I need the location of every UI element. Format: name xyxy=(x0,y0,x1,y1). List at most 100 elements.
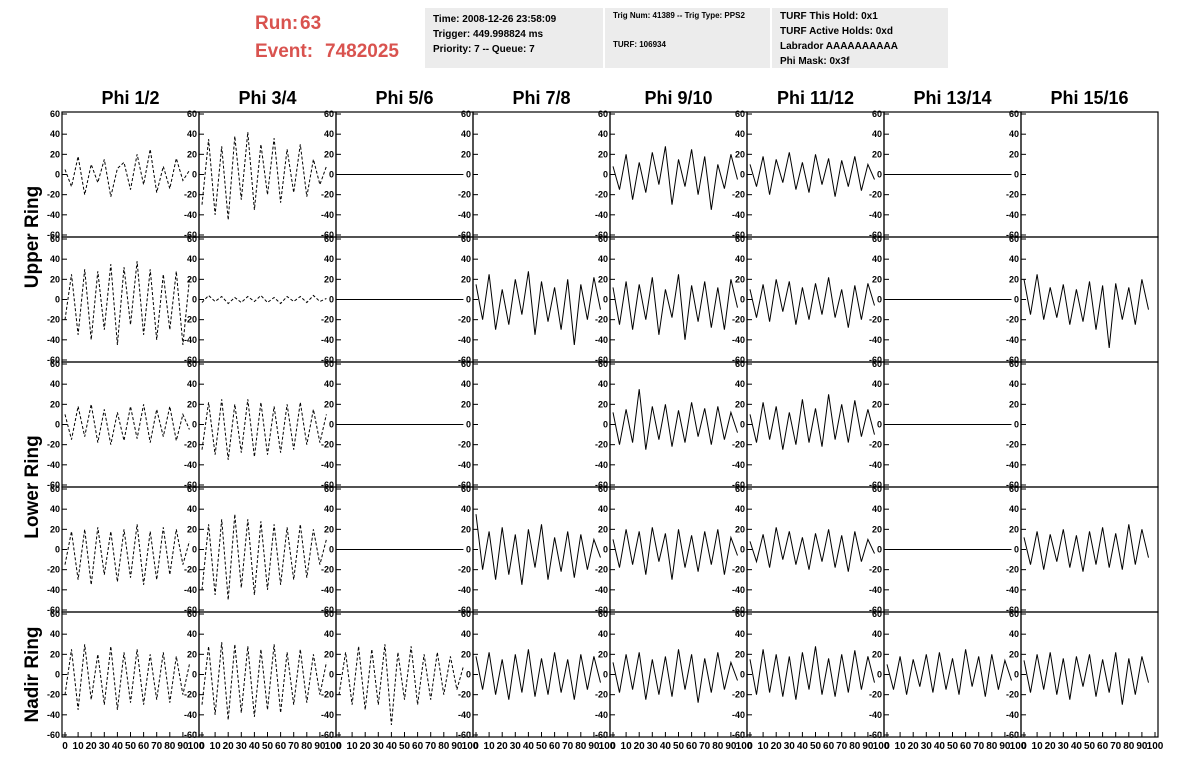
y-tick-label: -60 xyxy=(47,480,60,490)
waveform xyxy=(612,274,738,340)
waveform xyxy=(201,399,327,460)
y-tick-label: -20 xyxy=(1006,690,1019,700)
y-tick-label: -60 xyxy=(321,355,334,365)
info-box xyxy=(772,8,948,68)
y-tick-label: -40 xyxy=(1006,460,1019,470)
y-tick-label: -40 xyxy=(869,335,882,345)
y-tick-label: -60 xyxy=(1006,605,1019,615)
y-tick-label: -20 xyxy=(869,440,882,450)
y-tick-label: 0 xyxy=(55,545,60,555)
event-label: Event: xyxy=(255,41,313,62)
waveform xyxy=(749,394,875,450)
y-tick-label: -60 xyxy=(458,730,471,740)
x-tick-label: 80 xyxy=(301,741,313,752)
x-tick-label: 90 xyxy=(177,741,189,752)
y-tick-label: 60 xyxy=(187,609,197,619)
y-tick-label: 0 xyxy=(603,170,608,180)
y-tick-label: 60 xyxy=(872,109,882,119)
y-tick-label: -20 xyxy=(732,690,745,700)
ring-label: Lower Ring xyxy=(22,435,43,538)
y-tick-label: 0 xyxy=(55,170,60,180)
y-tick-label: 60 xyxy=(50,109,60,119)
column-title: Phi 7/8 xyxy=(512,88,570,108)
panel-frame xyxy=(746,236,885,363)
y-tick-label: -40 xyxy=(595,210,608,220)
x-tick-label: 60 xyxy=(549,741,561,752)
x-tick-label: 20 xyxy=(634,741,646,752)
y-tick-label: 60 xyxy=(461,234,471,244)
y-tick-label: 0 xyxy=(192,295,197,305)
panel-frame xyxy=(746,611,885,738)
y-tick-label: 60 xyxy=(598,109,608,119)
x-tick-label: 0 xyxy=(199,741,205,752)
panel-frame xyxy=(472,111,611,238)
y-tick-label: -40 xyxy=(47,335,60,345)
y-tick-label: -40 xyxy=(1006,710,1019,720)
y-tick-label: -60 xyxy=(1006,730,1019,740)
y-tick-label: -40 xyxy=(321,210,334,220)
y-tick-label: 0 xyxy=(740,545,745,555)
x-tick-label: 90 xyxy=(451,741,463,752)
y-tick-label: 40 xyxy=(50,629,60,639)
y-tick-label: -60 xyxy=(869,230,882,240)
y-tick-label: 40 xyxy=(735,379,745,389)
panel-frame xyxy=(198,361,337,488)
y-tick-label: 60 xyxy=(1009,609,1019,619)
y-tick-label: 0 xyxy=(877,420,882,430)
y-tick-label: -60 xyxy=(458,605,471,615)
y-tick-label: 20 xyxy=(187,149,197,159)
y-tick-label: 40 xyxy=(324,629,334,639)
x-tick-label: 30 xyxy=(510,741,522,752)
y-tick-label: -40 xyxy=(732,335,745,345)
y-tick-label: 40 xyxy=(872,379,882,389)
y-tick-label: -20 xyxy=(321,190,334,200)
y-tick-label: -20 xyxy=(1006,190,1019,200)
y-tick-label: -40 xyxy=(321,335,334,345)
y-tick-label: -20 xyxy=(869,315,882,325)
x-tick-label: 100 xyxy=(325,741,342,752)
waveform xyxy=(64,404,190,445)
x-tick-label: 30 xyxy=(647,741,659,752)
y-tick-label: -20 xyxy=(184,440,197,450)
y-tick-label: 20 xyxy=(324,649,334,659)
y-tick-label: -20 xyxy=(595,440,608,450)
y-tick-label: -20 xyxy=(458,315,471,325)
y-tick-label: 0 xyxy=(740,420,745,430)
waveform xyxy=(612,146,738,210)
y-tick-label: -20 xyxy=(595,565,608,575)
y-tick-label: 60 xyxy=(324,109,334,119)
y-tick-label: 40 xyxy=(735,254,745,264)
x-tick-label: 40 xyxy=(249,741,261,752)
y-tick-label: 40 xyxy=(461,629,471,639)
y-tick-label: -20 xyxy=(869,190,882,200)
x-tick-label: 20 xyxy=(771,741,783,752)
y-tick-label: 40 xyxy=(735,629,745,639)
y-tick-label: -60 xyxy=(1006,355,1019,365)
panel-frame xyxy=(335,611,474,738)
y-tick-label: 0 xyxy=(740,670,745,680)
column-title: Phi 13/14 xyxy=(913,88,991,108)
y-tick-label: -60 xyxy=(184,355,197,365)
y-tick-label: -20 xyxy=(1006,440,1019,450)
y-tick-label: -20 xyxy=(321,315,334,325)
x-tick-label: 50 xyxy=(125,741,137,752)
y-tick-label: 40 xyxy=(187,254,197,264)
y-tick-label: 0 xyxy=(877,295,882,305)
x-tick-label: 40 xyxy=(1071,741,1083,752)
x-tick-label: 100 xyxy=(873,741,890,752)
x-tick-label: 50 xyxy=(399,741,411,752)
y-tick-label: 60 xyxy=(461,484,471,494)
x-tick-label: 70 xyxy=(836,741,848,752)
x-tick-label: 80 xyxy=(164,741,176,752)
y-tick-label: -60 xyxy=(321,730,334,740)
y-tick-label: 60 xyxy=(50,359,60,369)
y-tick-label: -20 xyxy=(732,190,745,200)
y-tick-label: 60 xyxy=(1009,109,1019,119)
panel-frame xyxy=(198,236,337,363)
info-line: Time: 2008-12-26 23:58:09 xyxy=(433,14,557,25)
y-tick-label: 20 xyxy=(1009,524,1019,534)
y-tick-label: 40 xyxy=(872,504,882,514)
y-tick-label: 60 xyxy=(50,484,60,494)
panel-frame xyxy=(609,236,748,363)
y-tick-label: -60 xyxy=(595,480,608,490)
